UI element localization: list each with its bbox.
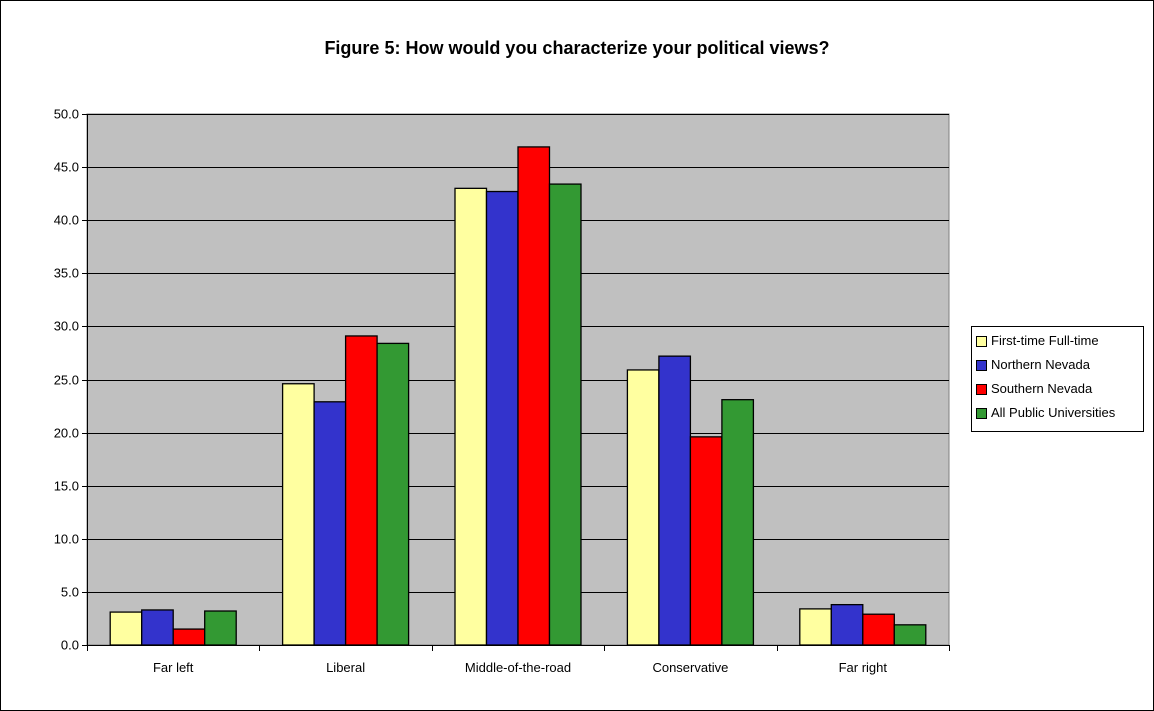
bar bbox=[313, 401, 347, 646]
x-tick-label: Far right bbox=[839, 660, 888, 675]
x-tick-label: Far left bbox=[153, 660, 194, 675]
bar bbox=[172, 628, 206, 646]
x-tick-label: Conservative bbox=[652, 660, 728, 675]
y-tick-label: 40.0 bbox=[54, 213, 79, 228]
y-tick-label: 30.0 bbox=[54, 319, 79, 334]
bar bbox=[548, 183, 582, 646]
bar bbox=[689, 436, 723, 646]
y-tick-label: 15.0 bbox=[54, 479, 79, 494]
bar bbox=[799, 608, 832, 646]
axes bbox=[82, 114, 950, 651]
bar bbox=[485, 190, 519, 646]
bar bbox=[281, 383, 315, 646]
y-tick-label: 45.0 bbox=[54, 160, 79, 175]
x-tick-label: Liberal bbox=[326, 660, 365, 675]
chart-title: Figure 5: How would you characterize you… bbox=[324, 38, 830, 58]
y-tick-label: 50.0 bbox=[54, 107, 79, 122]
y-tick-label: 10.0 bbox=[54, 532, 79, 547]
legend-swatch bbox=[976, 384, 987, 395]
legend-label: All Public Universities bbox=[991, 405, 1116, 420]
bar bbox=[721, 399, 755, 646]
legend-swatch bbox=[976, 360, 987, 371]
y-tick-labels: 0.0 5.0 10.0 15.0 20.0 25.0 30.0 35.0 40.0 45.0 50… bbox=[54, 107, 79, 653]
bar bbox=[517, 146, 551, 646]
legend-label: Northern Nevada bbox=[991, 357, 1090, 372]
bar bbox=[344, 335, 378, 646]
legend-swatch bbox=[976, 408, 987, 419]
bar bbox=[830, 603, 864, 646]
legend-label: Southern Nevada bbox=[991, 381, 1093, 396]
bar bbox=[109, 611, 143, 646]
y-tick-label: 20.0 bbox=[54, 426, 79, 441]
y-tick-label: 0.0 bbox=[61, 638, 79, 653]
bar bbox=[141, 609, 174, 646]
bar bbox=[658, 355, 692, 646]
bar bbox=[893, 624, 927, 646]
y-tick-label: 5.0 bbox=[61, 585, 79, 600]
x-tick-labels: Far left Liberal Middle-of-the-road Conserv… bbox=[153, 660, 887, 675]
y-tick-label: 35.0 bbox=[54, 266, 79, 281]
bar bbox=[376, 342, 410, 646]
legend-label: First-time Full-time bbox=[991, 333, 1099, 348]
legend-swatch bbox=[976, 336, 987, 347]
bar bbox=[862, 613, 895, 646]
bar bbox=[626, 369, 660, 646]
bars bbox=[109, 146, 927, 646]
bar bbox=[204, 610, 237, 646]
x-tick-label: Middle-of-the-road bbox=[465, 660, 571, 675]
bar bbox=[454, 187, 488, 646]
legend: First-time Full-time Northern Nevada Sou… bbox=[971, 326, 1144, 432]
y-tick-label: 25.0 bbox=[54, 373, 79, 388]
